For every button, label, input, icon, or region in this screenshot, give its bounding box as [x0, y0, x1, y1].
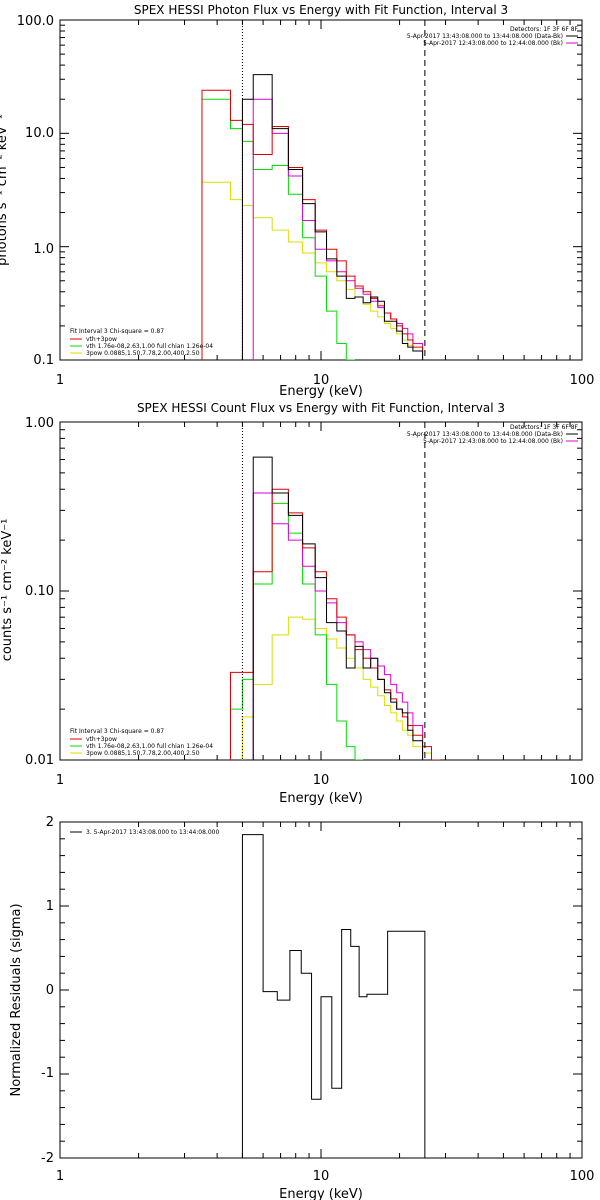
count-flux-series-data [252, 456, 424, 760]
count-flux-title: SPEX HESSI Count Flux vs Energy with Fit… [137, 401, 505, 415]
count-flux-legend-top-right: Detectors: 1F 3F 6F 8F 5-Apr-2017 13:43:… [407, 424, 579, 445]
photon-flux-legend-top-right: Detectors: 1F 3F 6F 8F 5-Apr-2017 13:43:… [407, 26, 579, 47]
count-flux-ytick-label: 0.10 [25, 584, 54, 599]
photon-flux-panel: SPEX HESSI Photon Flux vs Energy with Fi… [0, 3, 594, 399]
photon-flux-legend-vth: vth 1.76e-08,2.63,1.00 full chian 1.26e-… [86, 343, 213, 350]
photon-flux-legend-data-interval: 5-Apr-2017 13:43:08.000 to 13:44:08.000 … [407, 33, 563, 40]
residuals-ytick-label: 0 [46, 983, 54, 998]
residuals-ytick-label: 2 [46, 815, 54, 830]
residuals-xlabel: Energy (keV) [279, 1187, 363, 1200]
photon-flux-ytick-labels: 0.1 1.0 10.0 100.0 [17, 14, 54, 368]
count-flux-ytick-labels: 0.01 0.10 1.00 [25, 416, 54, 768]
photon-flux-legend-power: 3pow 0.0885,1.50,7.78,2.00,400,2.50 [86, 350, 200, 357]
count-flux-legend-detectors: Detectors: 1F 3F 6F 8F [510, 424, 579, 431]
count-flux-xtick-label: 100 [570, 773, 595, 788]
count-flux-legend-fit-interval: Fit Interval 3 Chi-square = 0.87 [70, 728, 164, 735]
residuals-ytick-label: -2 [41, 1151, 54, 1166]
photon-flux-ylabel: photons s⁻¹ cm⁻² keV⁻¹ [0, 114, 10, 266]
count-flux-legend-bottom-left: Fit Interval 3 Chi-square = 0.87 vth+3po… [70, 728, 213, 757]
residuals-series [241, 834, 426, 1158]
count-flux-plot [59, 421, 583, 761]
count-flux-series-vth [229, 502, 364, 760]
photon-flux-axes-frame [59, 19, 583, 361]
photon-flux-series-power [201, 181, 424, 360]
residuals-legend-label: 3. 5-Apr-2017 13:43:08.000 to 13:44:08.0… [86, 829, 219, 836]
residuals-ytick-label: 1 [46, 899, 54, 914]
photon-flux-xlabel: Energy (keV) [279, 384, 363, 399]
photon-flux-xtick-labels: 1 10 100 [56, 373, 595, 388]
residuals-ytick-label: -1 [41, 1066, 54, 1081]
count-flux-series-power [241, 616, 440, 760]
photon-flux-ytick-label: 0.1 [33, 353, 54, 368]
residuals-ylabel: Normalized Residuals (sigma) [9, 903, 24, 1096]
photon-flux-legend-detectors: Detectors: 1F 3F 6F 8F [510, 26, 579, 33]
count-flux-series-total [229, 488, 440, 760]
count-flux-legend-bk-interval: 5-Apr-2017 12:43:08.000 to 12:44:08.000 … [423, 438, 563, 445]
count-flux-xtick-label: 10 [313, 773, 330, 788]
count-flux-ylabel: counts s⁻¹ cm⁻² keV⁻¹ [0, 519, 15, 662]
residuals-legend: 3. 5-Apr-2017 13:43:08.000 to 13:44:08.0… [70, 829, 219, 836]
residuals-axes-frame [59, 821, 583, 1159]
photon-flux-title: SPEX HESSI Photon Flux vs Energy with Fi… [134, 3, 508, 17]
residuals-ytick-labels: -2 -1 0 1 2 [41, 815, 54, 1166]
residuals-xtick-labels: 1 10 100 [56, 1169, 595, 1184]
photon-flux-series-group [201, 20, 426, 360]
residuals-plot [59, 821, 583, 1159]
residuals-xtick-label: 100 [570, 1169, 595, 1184]
count-flux-xtick-label: 1 [56, 773, 64, 788]
count-flux-legend-power: 3pow 0.0885,1.50,7.78,2.00,400,2.50 [86, 750, 200, 757]
photon-flux-series-vth [201, 98, 356, 360]
count-flux-series-group [229, 422, 440, 760]
residuals-xtick-label: 1 [56, 1169, 64, 1184]
photon-flux-ytick-label: 100.0 [17, 14, 54, 29]
photon-flux-xtick-label: 10 [313, 373, 330, 388]
photon-flux-ytick-label: 10.0 [25, 126, 54, 141]
photon-flux-legend-bk-interval: 5-Apr-2017 12:43:08.000 to 12:44:08.000 … [423, 40, 563, 47]
count-flux-panel: SPEX HESSI Count Flux vs Energy with Fit… [0, 401, 594, 806]
residuals-series-group [241, 834, 426, 1158]
photon-flux-series-data [241, 74, 424, 360]
photon-flux-ytick-label: 1.0 [33, 242, 54, 257]
count-flux-legend-total: vth+3pow [86, 736, 117, 743]
count-flux-legend-data-interval: 5-Apr-2017 13:43:08.000 to 13:44:08.000 … [407, 431, 563, 438]
count-flux-legend-vth: vth 1.76e-08,2.63,1.00 full chian 1.26e-… [86, 743, 213, 750]
photon-flux-xtick-label: 1 [56, 373, 64, 388]
photon-flux-series-total [201, 89, 424, 360]
count-flux-xlabel: Energy (keV) [279, 791, 363, 806]
photon-flux-legend-bottom-left: Fit Interval 3 Chi-square = 0.87 vth+3po… [70, 328, 213, 357]
photon-flux-legend-fit-interval: Fit Interval 3 Chi-square = 0.87 [70, 328, 164, 335]
residuals-panel: Energy (keV) Normalized Residuals (sigma… [9, 815, 594, 1200]
count-flux-ytick-label: 1.00 [25, 416, 54, 431]
residuals-xtick-label: 10 [313, 1169, 330, 1184]
photon-flux-xtick-label: 100 [570, 373, 595, 388]
photon-flux-legend-total: vth+3pow [86, 336, 117, 343]
count-flux-ytick-label: 0.01 [25, 753, 54, 768]
photon-flux-plot [59, 19, 583, 361]
count-flux-xtick-labels: 1 10 100 [56, 773, 595, 788]
